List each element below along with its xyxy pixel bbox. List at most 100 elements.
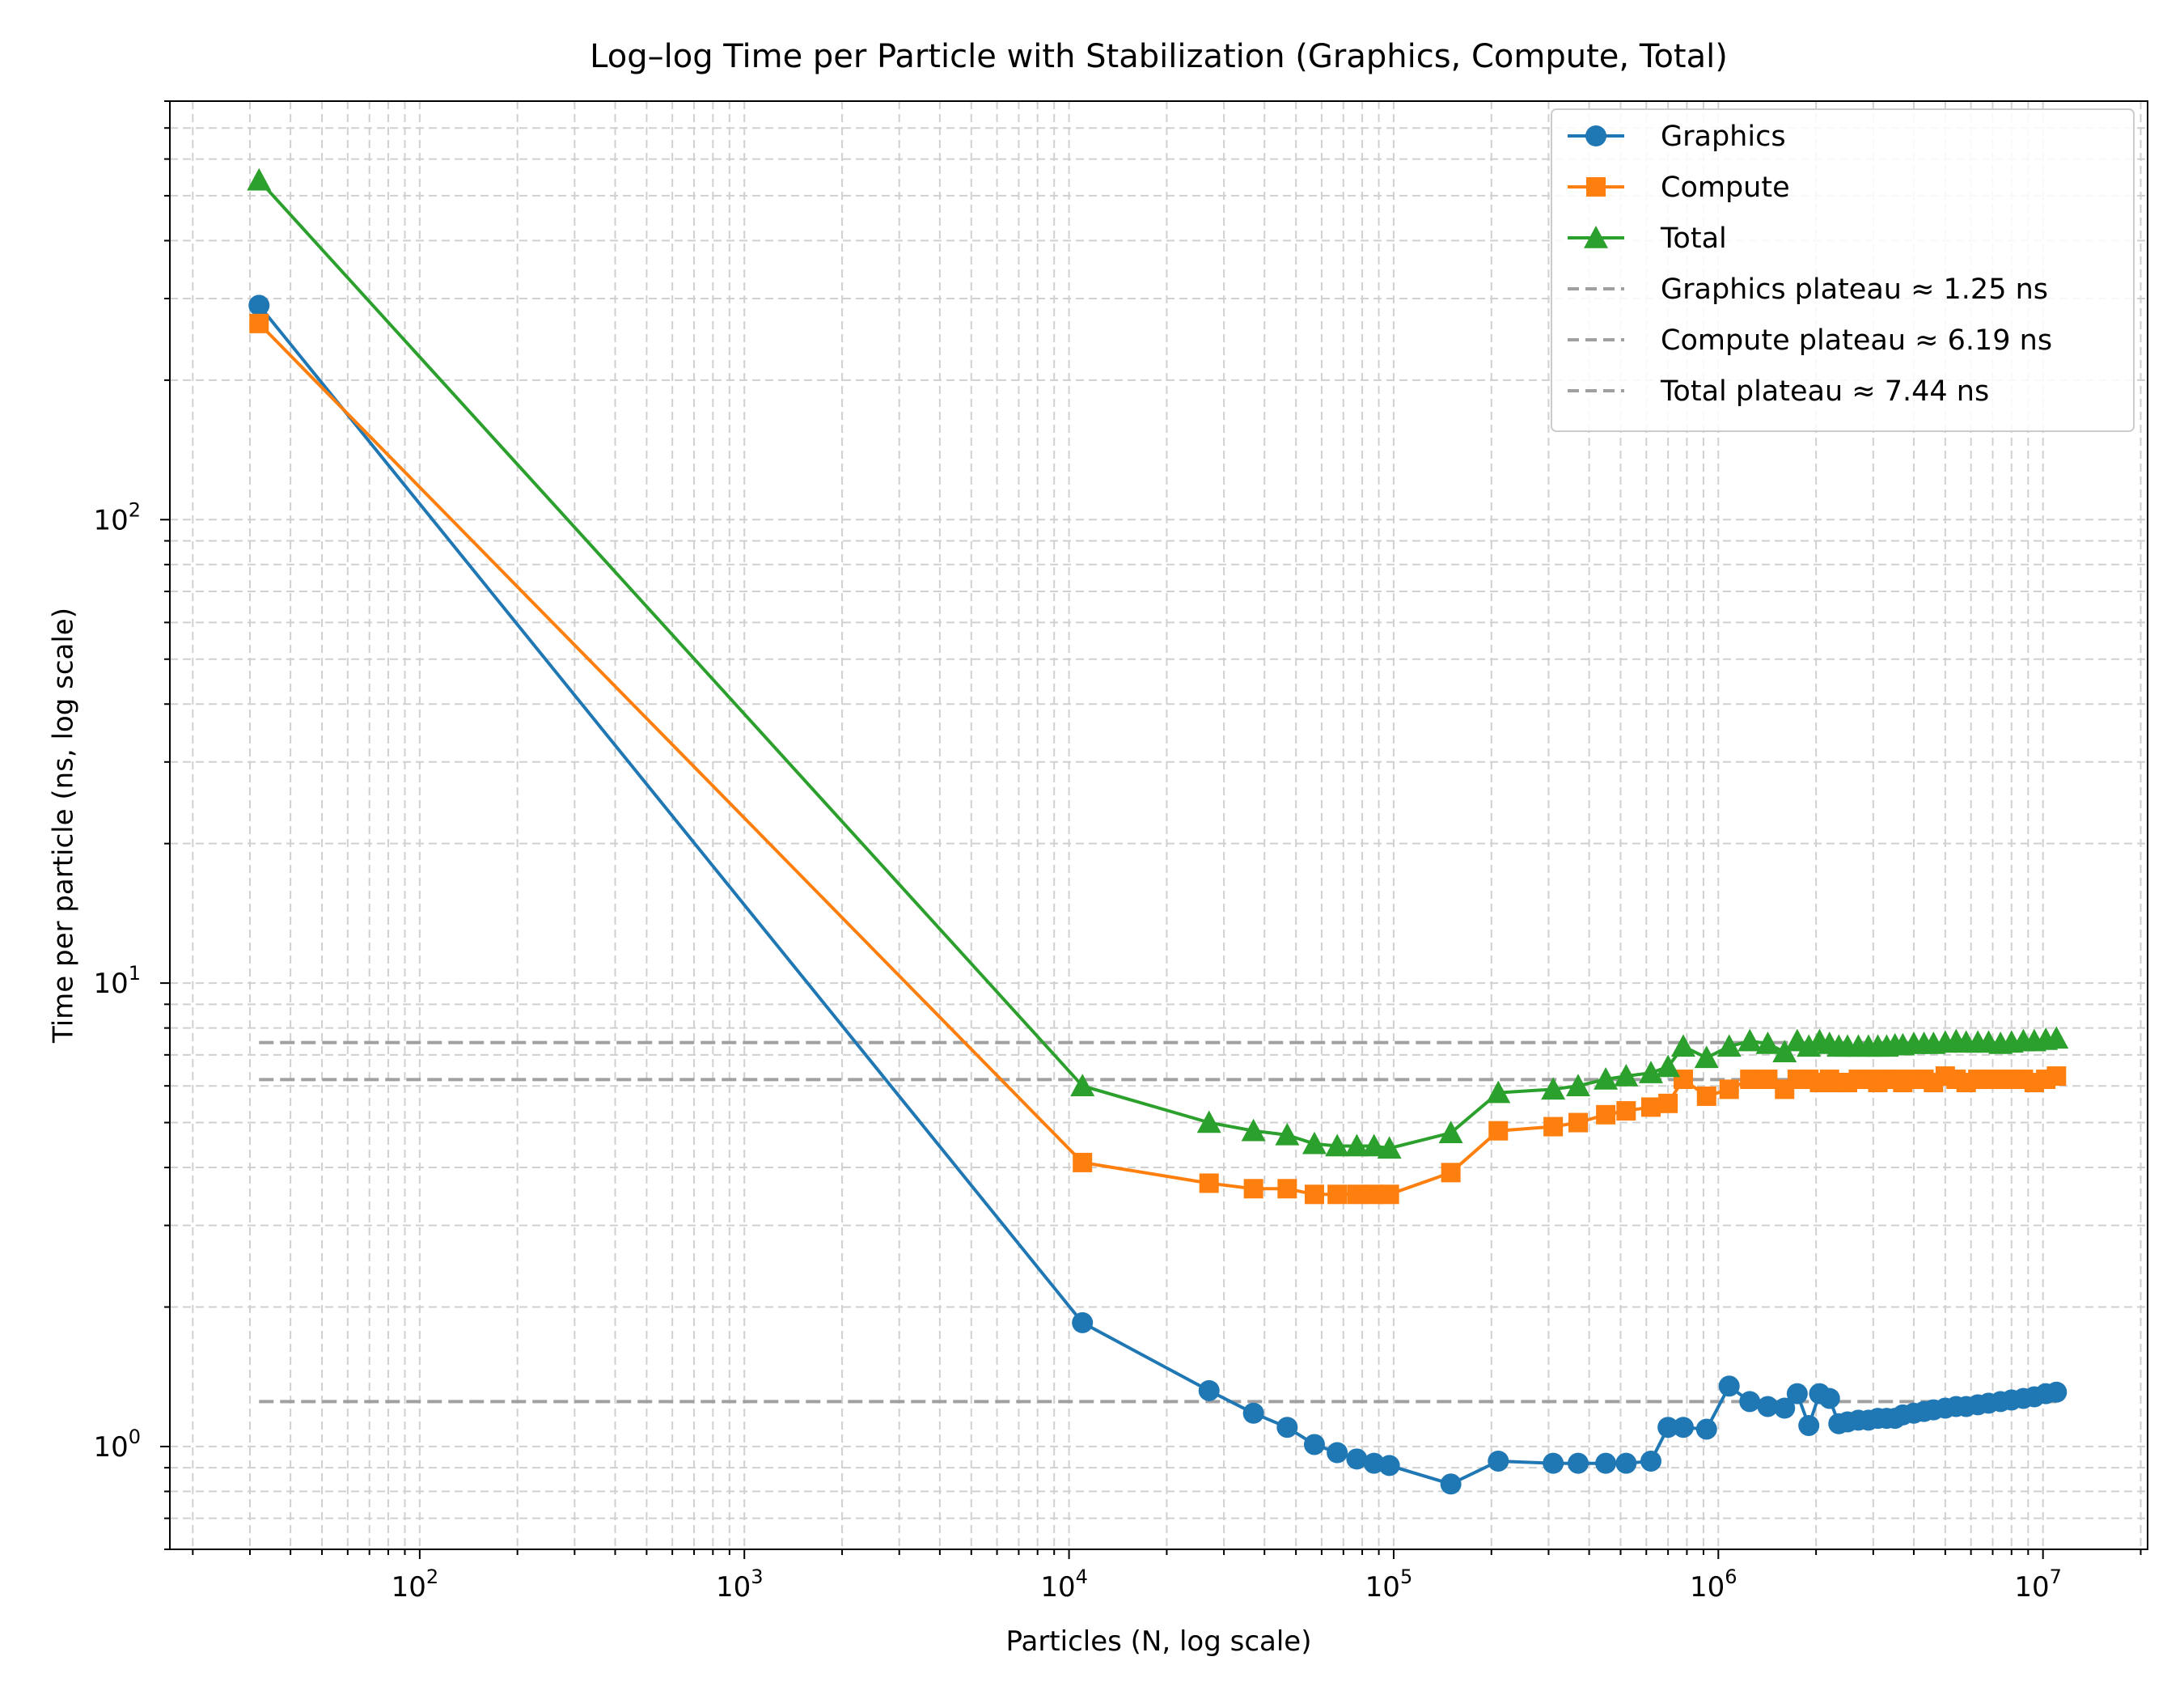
x-tick-label: 106 <box>1690 1566 1737 1604</box>
legend-entry: Graphics plateau ≈ 1.25 ns <box>1568 273 2048 306</box>
data-point-square <box>1441 1163 1461 1183</box>
legend-entry: Compute plateau ≈ 6.19 ns <box>1568 324 2052 357</box>
data-point-triangle <box>1541 1077 1566 1100</box>
data-point-circle <box>1303 1434 1325 1455</box>
data-point-square <box>249 313 269 333</box>
data-point-triangle <box>1584 226 1608 248</box>
legend-label: Total <box>1660 222 1727 255</box>
data-point-square <box>1073 1152 1093 1172</box>
legend-entry: Graphics <box>1568 121 1786 153</box>
data-point-circle <box>1363 1452 1385 1474</box>
plot-frame <box>169 100 2148 1550</box>
data-point-triangle <box>1377 1136 1402 1159</box>
data-point-triangle <box>1196 1110 1221 1133</box>
data-point-square <box>1719 1079 1739 1099</box>
data-point-square <box>1277 1179 1297 1199</box>
x-tick-label: 107 <box>2014 1566 2062 1604</box>
data-point-square <box>1488 1121 1509 1141</box>
data-point-square <box>1304 1184 1324 1205</box>
data-point-square <box>1640 1097 1661 1117</box>
series-graphics <box>248 294 2068 1495</box>
data-point-circle <box>1695 1418 1717 1440</box>
data-point-triangle <box>1275 1122 1300 1146</box>
data-point-circle <box>1488 1450 1509 1472</box>
x-tick-label: 104 <box>1040 1566 1088 1604</box>
y-tick-label: 101 <box>93 962 141 1000</box>
data-point-square <box>1586 177 1606 197</box>
data-point-circle <box>1276 1417 1298 1438</box>
data-point-circle <box>1585 125 1606 146</box>
legend-label: Total plateau ≈ 7.44 ns <box>1660 375 1989 408</box>
data-point-triangle <box>1438 1121 1463 1144</box>
data-point-triangle <box>2044 1026 2069 1049</box>
series-total <box>247 167 2069 1159</box>
data-point-circle <box>248 294 270 316</box>
y-tick-label: 100 <box>93 1426 141 1464</box>
legend-label: Graphics plateau ≈ 1.25 ns <box>1661 273 2048 306</box>
data-point-triangle <box>1344 1133 1369 1157</box>
chart-title: Log–log Time per Particle with Stabiliza… <box>590 38 1728 75</box>
data-point-triangle <box>1241 1118 1266 1142</box>
data-point-circle <box>1640 1450 1661 1472</box>
data-point-triangle <box>1737 1028 1763 1052</box>
data-point-triangle <box>1716 1034 1742 1057</box>
data-point-circle <box>1774 1397 1796 1419</box>
series-compute <box>249 313 2067 1205</box>
data-point-triangle <box>1671 1034 1696 1057</box>
data-point-circle <box>2046 1381 2068 1403</box>
x-axis-title: Particles (N, log scale) <box>1006 1625 1312 1658</box>
data-point-triangle <box>1594 1067 1619 1090</box>
data-point-triangle <box>1638 1061 1663 1083</box>
x-tick-label: 103 <box>716 1566 764 1604</box>
legend-entry: Total <box>1568 222 1727 255</box>
data-point-circle <box>1818 1388 1840 1409</box>
legend-box <box>1551 108 2135 432</box>
data-point-circle <box>1440 1473 1462 1495</box>
y-axis-title: Time per particle (ns, log scale) <box>48 608 80 1044</box>
series-layer <box>247 167 2069 1495</box>
data-point-triangle <box>1694 1045 1719 1069</box>
data-point-circle <box>1568 1452 1589 1474</box>
data-point-circle <box>1739 1391 1761 1413</box>
data-point-triangle <box>1361 1133 1386 1157</box>
data-point-square <box>1696 1086 1716 1106</box>
data-point-square <box>2046 1066 2067 1087</box>
data-point-square <box>1327 1184 1348 1205</box>
data-point-circle <box>1718 1375 1740 1397</box>
x-tick-label: 105 <box>1365 1566 1413 1604</box>
data-point-triangle <box>1656 1054 1681 1078</box>
data-point-triangle <box>1566 1074 1591 1096</box>
data-point-circle <box>1786 1383 1808 1405</box>
data-point-circle <box>1595 1452 1617 1474</box>
data-point-circle <box>1327 1442 1348 1464</box>
data-point-circle <box>1657 1417 1679 1438</box>
legend-label: Compute <box>1661 172 1790 204</box>
data-point-circle <box>1543 1452 1564 1474</box>
data-point-square <box>1379 1184 1399 1205</box>
grid-layer <box>170 100 2148 1550</box>
data-point-circle <box>1072 1311 1094 1333</box>
data-point-circle <box>1615 1452 1637 1474</box>
legend-label: Compute plateau ≈ 6.19 ns <box>1661 324 2052 357</box>
data-point-square <box>1568 1112 1589 1133</box>
data-point-triangle <box>1755 1032 1780 1054</box>
data-point-square <box>1758 1070 1778 1090</box>
legend-entry: Total plateau ≈ 7.44 ns <box>1568 375 1989 408</box>
data-point-circle <box>1798 1414 1820 1436</box>
data-point-square <box>1243 1179 1263 1199</box>
data-point-triangle <box>1772 1040 1797 1063</box>
legend-label: Graphics <box>1661 121 1786 153</box>
data-point-square <box>1740 1070 1760 1090</box>
data-point-square <box>1658 1093 1678 1113</box>
data-point-triangle <box>1614 1064 1639 1087</box>
data-point-triangle <box>247 167 272 191</box>
data-point-triangle <box>1070 1074 1095 1096</box>
data-point-circle <box>1757 1396 1779 1417</box>
data-point-triangle <box>1486 1080 1511 1104</box>
data-point-triangle <box>1302 1131 1327 1155</box>
data-point-circle <box>1242 1402 1264 1424</box>
data-point-circle <box>1378 1455 1400 1477</box>
tick-layer: 102 103 104 105 106 107 100 101 102 <box>93 100 2142 1604</box>
y-tick-label: 102 <box>93 498 141 536</box>
